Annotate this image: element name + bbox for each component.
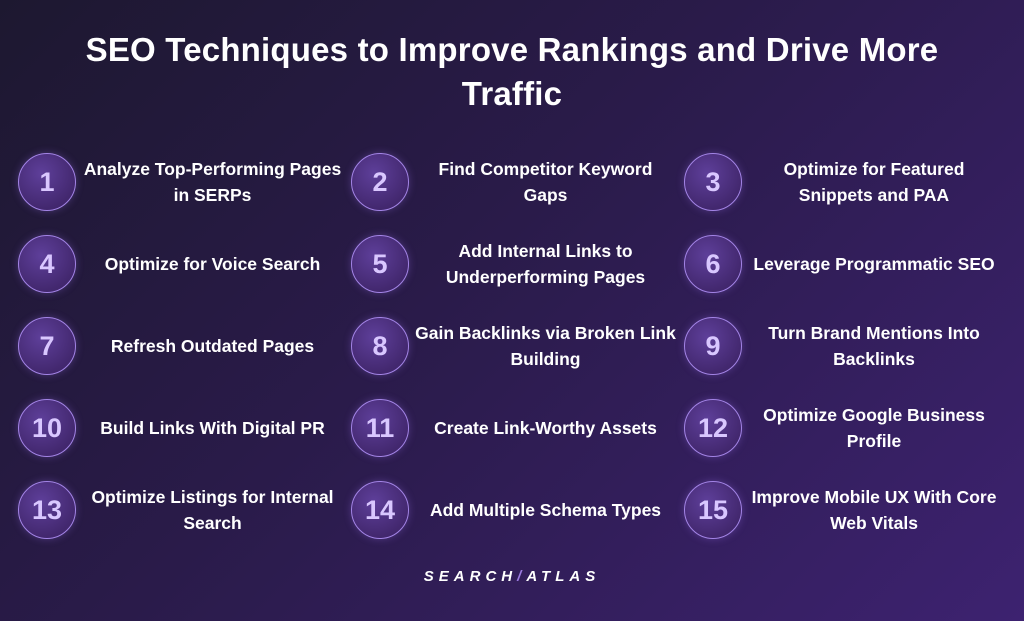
technique-item: 13 Optimize Listings for Internal Search <box>18 477 351 543</box>
technique-item: 5 Add Internal Links to Underperforming … <box>351 231 684 297</box>
technique-label: Gain Backlinks via Broken Link Building <box>415 323 676 369</box>
logo-text-left: SEARCH <box>423 568 518 585</box>
technique-label: Build Links With Digital PR <box>100 418 325 438</box>
technique-label: Refresh Outdated Pages <box>110 336 315 356</box>
technique-item: 1 Analyze Top-Performing Pages in SERPs <box>18 149 351 215</box>
technique-label: Optimize for Featured Snippets and PAA <box>783 159 965 205</box>
technique-item: 3 Optimize for Featured Snippets and PAA <box>684 149 1008 215</box>
number-badge: 7 <box>18 317 76 375</box>
number-badge: 6 <box>684 235 742 293</box>
technique-label: Create Link-Worthy Assets <box>434 418 657 438</box>
technique-item: 15 Improve Mobile UX With Core Web Vital… <box>684 477 1008 543</box>
number-badge: 3 <box>684 153 742 211</box>
technique-label: Turn Brand Mentions Into Backlinks <box>768 323 980 369</box>
technique-item: 8 Gain Backlinks via Broken Link Buildin… <box>351 313 684 379</box>
technique-grid: 1 Analyze Top-Performing Pages in SERPs … <box>18 149 1008 559</box>
technique-item: 2 Find Competitor Keyword Gaps <box>351 149 684 215</box>
technique-item: 11 Create Link-Worthy Assets <box>351 395 684 461</box>
technique-item: 9 Turn Brand Mentions Into Backlinks <box>684 313 1008 379</box>
technique-label: Optimize for Voice Search <box>104 254 321 274</box>
technique-label: Leverage Programmatic SEO <box>753 254 995 274</box>
technique-item: 7 Refresh Outdated Pages <box>18 313 351 379</box>
number-badge: 15 <box>684 481 742 539</box>
technique-label: Improve Mobile UX With Core Web Vitals <box>751 487 997 533</box>
technique-item: 10 Build Links With Digital PR <box>18 395 351 461</box>
number-badge: 10 <box>18 399 76 457</box>
number-badge: 2 <box>351 153 409 211</box>
number-badge: 11 <box>351 399 409 457</box>
logo-slash: / <box>517 568 527 585</box>
number-badge: 14 <box>351 481 409 539</box>
technique-label: Analyze Top-Performing Pages in SERPs <box>83 159 342 205</box>
technique-label: Find Competitor Keyword Gaps <box>438 159 653 205</box>
number-badge: 1 <box>18 153 76 211</box>
number-badge: 13 <box>18 481 76 539</box>
number-badge: 12 <box>684 399 742 457</box>
technique-label: Optimize Listings for Internal Search <box>91 487 334 533</box>
page-title: SEO Techniques to Improve Rankings and D… <box>85 31 939 112</box>
technique-item: 4 Optimize for Voice Search <box>18 231 351 297</box>
logo-text-right: ATLAS <box>526 568 601 585</box>
technique-item: 12 Optimize Google Business Profile <box>684 395 1008 461</box>
technique-item: 14 Add Multiple Schema Types <box>351 477 684 543</box>
number-badge: 4 <box>18 235 76 293</box>
number-badge: 8 <box>351 317 409 375</box>
technique-label: Optimize Google Business Profile <box>763 405 985 451</box>
number-badge: 5 <box>351 235 409 293</box>
search-atlas-logo: SEARCH/ATLAS <box>0 568 1024 585</box>
technique-label: Add Internal Links to Underperforming Pa… <box>445 241 646 287</box>
technique-label: Add Multiple Schema Types <box>429 500 662 520</box>
technique-item: 6 Leverage Programmatic SEO <box>684 231 1008 297</box>
number-badge: 9 <box>684 317 742 375</box>
